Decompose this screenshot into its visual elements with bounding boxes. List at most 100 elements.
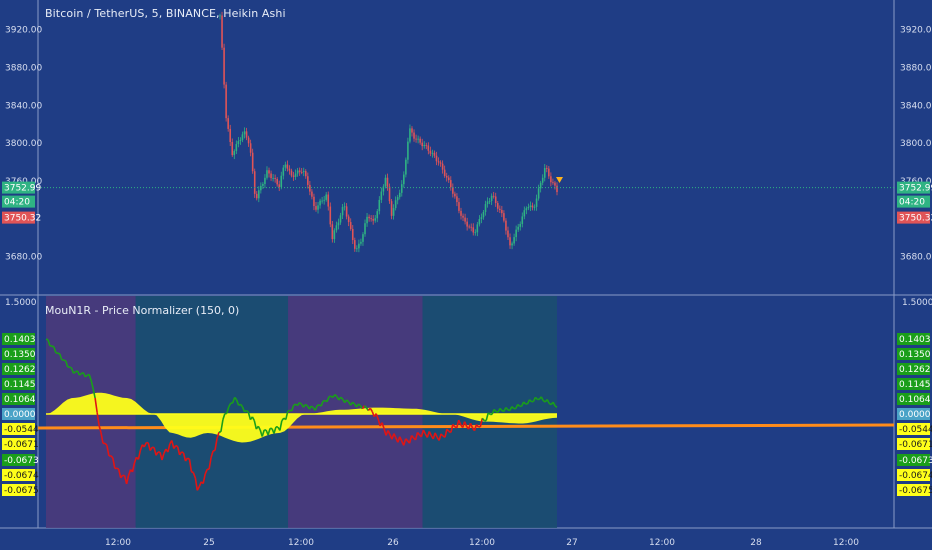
normalized-line-segment bbox=[377, 418, 381, 427]
normalized-line-segment bbox=[171, 440, 175, 449]
candle-body bbox=[268, 170, 270, 174]
normalized-line-segment bbox=[548, 402, 552, 406]
candle-body bbox=[468, 226, 470, 228]
candle-body bbox=[258, 190, 260, 199]
price-tick-left: 3840.00 bbox=[5, 101, 42, 111]
candle-body bbox=[419, 138, 421, 143]
normalized-line-segment bbox=[310, 405, 314, 409]
normalized-line-segment bbox=[220, 419, 224, 432]
normalized-line-segment bbox=[143, 442, 147, 448]
normalized-line-segment bbox=[414, 432, 419, 441]
normalized-line-segment bbox=[473, 424, 478, 431]
candle-body bbox=[413, 132, 415, 139]
normalized-line-segment bbox=[528, 399, 533, 403]
normalized-line-segment bbox=[523, 401, 527, 405]
countdown-badge-right-bg bbox=[897, 195, 930, 208]
candle-body bbox=[370, 218, 372, 220]
normalized-line-segment bbox=[267, 428, 271, 436]
price-tick-left: 3880.00 bbox=[5, 63, 42, 73]
indicator-badge-right: 0.1403 bbox=[899, 335, 931, 345]
candle-body bbox=[462, 215, 464, 218]
candle-body bbox=[423, 144, 426, 147]
candle-body bbox=[337, 222, 340, 226]
indicator-badge-left: -0.0544 bbox=[4, 425, 39, 435]
price-tick-right: 3880.00 bbox=[900, 63, 932, 73]
indicator-zone bbox=[135, 296, 289, 528]
candle-body bbox=[335, 225, 338, 231]
x-tick-label: 12:00 bbox=[288, 538, 314, 548]
candle-body bbox=[388, 186, 391, 202]
indicator-badge-left-bg bbox=[2, 393, 35, 405]
candle-body bbox=[378, 199, 381, 212]
normalized-line-segment bbox=[290, 405, 295, 412]
candle-body bbox=[521, 216, 524, 224]
indicator-badge-right: 0.1064 bbox=[899, 395, 931, 405]
normalized-line-segment bbox=[316, 404, 320, 407]
candle-body bbox=[331, 224, 334, 240]
indicator-badge-right-bg bbox=[897, 423, 930, 435]
normalized-line-segment bbox=[155, 451, 159, 456]
close-price-badge-right-bg bbox=[897, 211, 930, 224]
indicator-badge-right: 0.1145 bbox=[899, 380, 931, 390]
normalized-line-segment bbox=[485, 412, 489, 421]
candle-body bbox=[219, 15, 221, 17]
candle-body bbox=[550, 176, 552, 183]
normalized-line-segment bbox=[191, 470, 194, 474]
candle-body bbox=[556, 185, 558, 193]
candle-body bbox=[400, 184, 403, 193]
candle-body bbox=[529, 205, 532, 208]
indicator-badge-right: -0.0673 bbox=[899, 456, 932, 466]
candle-body bbox=[505, 220, 507, 231]
candle-body bbox=[531, 205, 534, 208]
candle-body bbox=[339, 215, 342, 223]
normalized-line-segment bbox=[90, 380, 94, 390]
indicator-badge-left-bg bbox=[2, 423, 35, 435]
candle-body bbox=[449, 180, 452, 188]
normalized-line-segment bbox=[352, 401, 356, 405]
normalized-line-segment bbox=[399, 436, 403, 442]
normalized-line-segment bbox=[534, 396, 538, 400]
indicator-badge-left: 0.1262 bbox=[4, 365, 36, 375]
normalized-line-segment bbox=[334, 394, 338, 398]
normalized-line-segment bbox=[554, 405, 558, 408]
normalized-line-segment bbox=[279, 420, 283, 431]
indicator-title[interactable]: MouN1R - Price Normalizer (150, 0) bbox=[45, 304, 240, 317]
price-pane[interactable] bbox=[0, 0, 932, 294]
x-tick-label: 12:00 bbox=[833, 538, 859, 548]
normalized-line-segment bbox=[57, 352, 61, 355]
candle-body bbox=[264, 177, 266, 184]
candle-body bbox=[554, 182, 556, 186]
candle-body bbox=[296, 170, 299, 174]
normalized-line-segment bbox=[381, 422, 385, 429]
indicator-badge-left: -0.0671 bbox=[4, 440, 39, 450]
candle-body bbox=[541, 177, 544, 183]
symbol-title[interactable]: Bitcoin / TetherUS, 5, BINANCE, Heikin A… bbox=[45, 7, 286, 20]
normalized-line-segment bbox=[326, 396, 330, 402]
normalized-line-segment bbox=[452, 423, 456, 428]
normalized-line-segment bbox=[450, 424, 454, 433]
candle-body bbox=[474, 232, 477, 234]
indicator-badge-left-bg bbox=[2, 484, 35, 496]
normalized-line-segment bbox=[106, 445, 110, 457]
candle-body bbox=[476, 224, 479, 233]
normalized-line-segment bbox=[428, 431, 432, 436]
candle-body bbox=[488, 200, 491, 202]
x-tick-label: 25 bbox=[203, 538, 214, 548]
candle-body bbox=[376, 211, 379, 219]
candle-body bbox=[302, 171, 305, 173]
normalized-line-segment bbox=[204, 468, 208, 475]
candle-body bbox=[403, 174, 405, 185]
candle-body bbox=[392, 208, 395, 216]
normalized-line-segment bbox=[251, 416, 256, 421]
candle-body bbox=[421, 142, 423, 147]
normalized-line-segment bbox=[149, 446, 153, 451]
indicator-badge-left-bg bbox=[2, 408, 35, 420]
normalized-line-segment bbox=[405, 438, 409, 442]
normalized-line-segment bbox=[387, 430, 391, 435]
normalized-line-segment bbox=[253, 420, 258, 430]
normalized-line-segment bbox=[402, 438, 407, 446]
candle-body bbox=[309, 184, 311, 192]
indicator-badge-right-bg bbox=[897, 484, 930, 496]
normalized-line-segment bbox=[53, 346, 57, 354]
